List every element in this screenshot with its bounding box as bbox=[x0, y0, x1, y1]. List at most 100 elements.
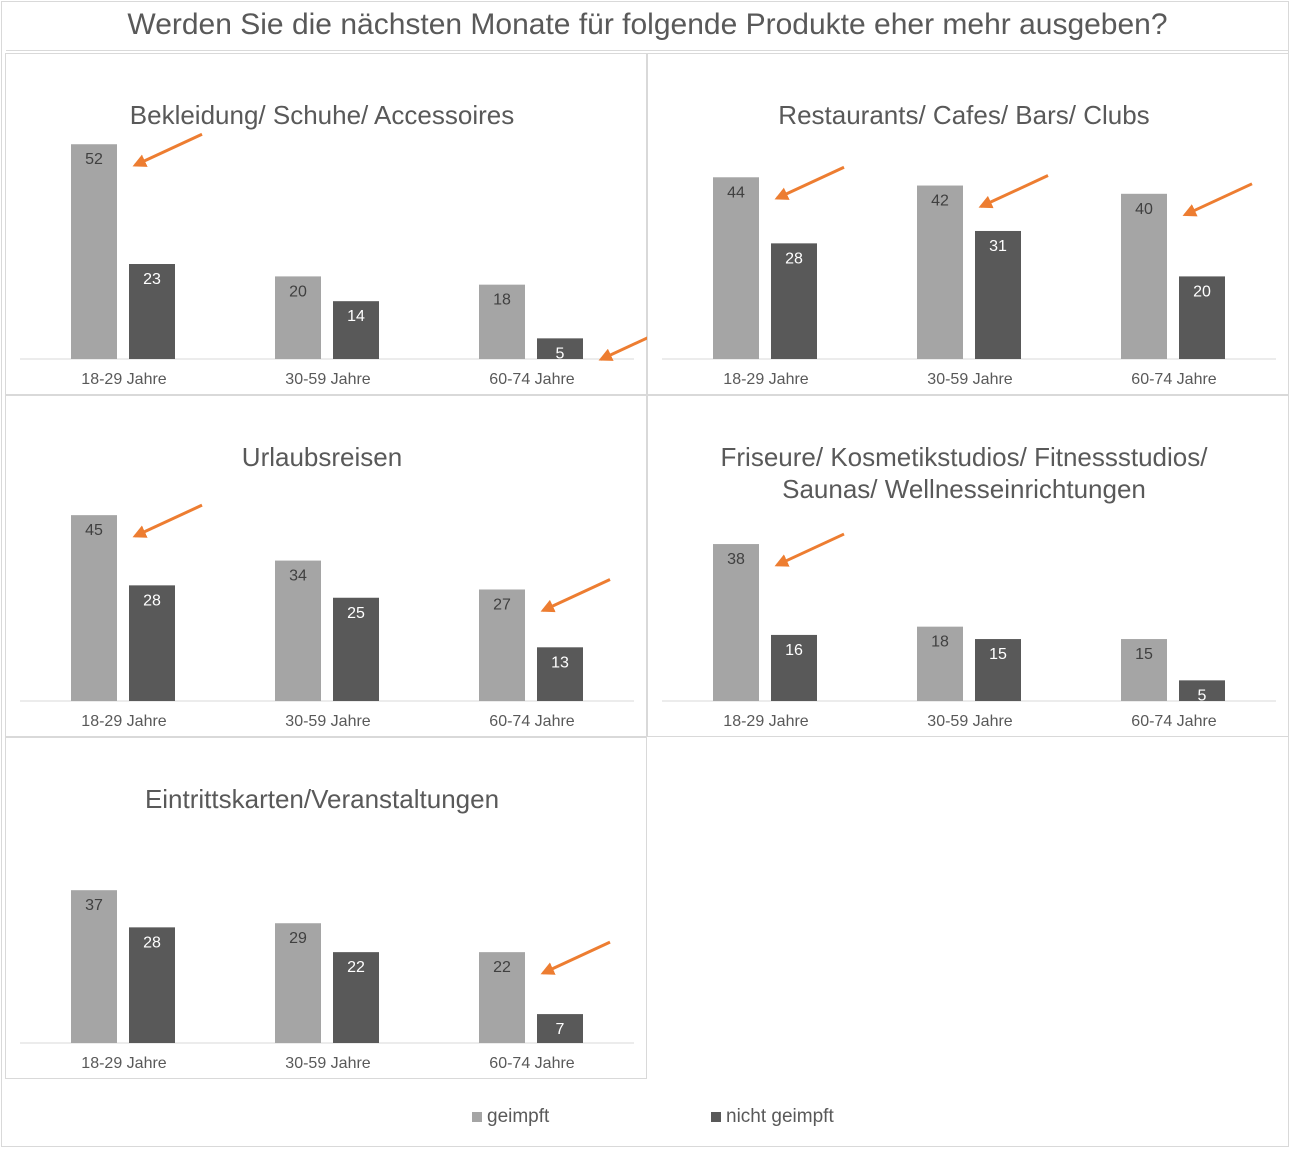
bar-geimpft-60-74-jahre bbox=[479, 284, 525, 359]
x-tick-label: 18-29 Jahre bbox=[723, 713, 808, 730]
data-label: 37 bbox=[85, 897, 103, 914]
x-tick-label: 60-74 Jahre bbox=[1131, 713, 1216, 730]
x-tick-label: 18-29 Jahre bbox=[81, 1055, 166, 1072]
x-tick-label: 60-74 Jahre bbox=[489, 713, 574, 730]
x-tick-label: 60-74 Jahre bbox=[489, 371, 574, 388]
bar-geimpft-18-29-jahre bbox=[713, 177, 759, 359]
chart-svg: Bekleidung/ Schuhe/ Accessoires 18-29 Jah… bbox=[20, 100, 648, 388]
chart-title: Eintrittskarten/Veranstaltungen bbox=[145, 784, 499, 814]
legend-label-nicht-geimpft: nicht geimpft bbox=[726, 1106, 834, 1127]
x-tick-label: 30-59 Jahre bbox=[285, 713, 370, 730]
data-label: 31 bbox=[989, 238, 1007, 255]
x-tick-label: 60-74 Jahre bbox=[489, 1055, 574, 1072]
bar-nicht-geimpft-30-59-jahre bbox=[333, 301, 379, 359]
x-tick-label: 18-29 Jahre bbox=[81, 371, 166, 388]
data-label: 15 bbox=[1135, 646, 1153, 663]
bar-geimpft-60-74-jahre bbox=[1121, 639, 1167, 701]
highlight-arrow bbox=[132, 132, 203, 167]
data-label: 23 bbox=[143, 271, 161, 288]
highlight-arrow bbox=[540, 940, 611, 975]
data-label: 42 bbox=[931, 193, 949, 210]
highlight-arrow bbox=[774, 165, 845, 200]
legend-label-geimpft: geimpft bbox=[487, 1106, 550, 1127]
data-label: 20 bbox=[1193, 283, 1211, 300]
chart-panel-restaurants: Restaurants/ Cafes/ Bars/ Clubs 18-29 Jah… bbox=[647, 53, 1289, 395]
legend-item-geimpft: geimpft bbox=[472, 1106, 549, 1128]
data-label: 5 bbox=[556, 345, 565, 362]
chart-svg: Eintrittskarten/Veranstaltungen 18-29 Jah… bbox=[20, 784, 634, 1072]
highlight-arrow bbox=[978, 174, 1049, 209]
legend-item-nicht-geimpft: nicht geimpft bbox=[711, 1106, 834, 1128]
data-label: 22 bbox=[493, 959, 511, 976]
bar-nicht-geimpft-30-59-jahre bbox=[975, 639, 1021, 701]
data-label: 20 bbox=[289, 283, 307, 300]
bar-geimpft-18-29-jahre bbox=[71, 144, 117, 359]
chart-title: Saunas/ Wellnesseinrichtungen bbox=[782, 474, 1146, 504]
chart-panel-friseure: Friseure/ Kosmetikstudios/ Fitnessstudio… bbox=[647, 395, 1289, 737]
data-label: 16 bbox=[785, 642, 803, 659]
highlight-arrow bbox=[1182, 182, 1253, 217]
chart-svg: Restaurants/ Cafes/ Bars/ Clubs 18-29 Jah… bbox=[662, 100, 1276, 388]
bar-nicht-geimpft-60-74-jahre bbox=[537, 1014, 583, 1043]
data-label: 28 bbox=[785, 250, 803, 267]
x-tick-label: 30-59 Jahre bbox=[927, 371, 1012, 388]
bar-nicht-geimpft-18-29-jahre bbox=[129, 585, 175, 701]
data-label: 29 bbox=[289, 930, 307, 947]
x-tick-label: 30-59 Jahre bbox=[927, 713, 1012, 730]
bar-geimpft-30-59-jahre bbox=[275, 923, 321, 1043]
chart-title: Restaurants/ Cafes/ Bars/ Clubs bbox=[778, 100, 1149, 130]
legend-swatch-nicht-geimpft bbox=[711, 1112, 721, 1122]
highlight-arrow bbox=[774, 532, 845, 567]
data-label: 28 bbox=[143, 592, 161, 609]
x-tick-label: 30-59 Jahre bbox=[285, 371, 370, 388]
bar-geimpft-30-59-jahre bbox=[917, 626, 963, 701]
data-label: 25 bbox=[347, 605, 365, 622]
highlight-arrow bbox=[540, 578, 611, 613]
data-label: 27 bbox=[493, 596, 511, 613]
x-tick-label: 60-74 Jahre bbox=[1131, 371, 1216, 388]
x-tick-label: 18-29 Jahre bbox=[81, 713, 166, 730]
bar-geimpft-18-29-jahre bbox=[71, 890, 117, 1043]
chart-panel-urlaubsreisen: Urlaubsreisen 18-29 Jahre 45 28 30-59 Jahre 3… bbox=[5, 395, 647, 737]
bar-nicht-geimpft-60-74-jahre bbox=[537, 338, 583, 359]
chart-title: Friseure/ Kosmetikstudios/ Fitnessstudio… bbox=[721, 442, 1209, 472]
data-label: 45 bbox=[85, 522, 103, 539]
bar-geimpft-18-29-jahre bbox=[71, 515, 117, 701]
bar-nicht-geimpft-30-59-jahre bbox=[975, 230, 1021, 359]
chart-title: Bekleidung/ Schuhe/ Accessoires bbox=[130, 100, 514, 130]
bar-nicht-geimpft-30-59-jahre bbox=[333, 952, 379, 1043]
data-label: 14 bbox=[347, 308, 365, 325]
data-label: 22 bbox=[347, 959, 365, 976]
chart-panel-bekleidung: Bekleidung/ Schuhe/ Accessoires 18-29 Jah… bbox=[5, 53, 648, 395]
data-label: 52 bbox=[85, 151, 103, 168]
main-title: Werden Sie die nächsten Monate für folge… bbox=[127, 8, 1168, 41]
data-label: 18 bbox=[931, 634, 949, 651]
chart-panel-eintrittskarten: Eintrittskarten/Veranstaltungen 18-29 Jah… bbox=[5, 737, 647, 1079]
x-tick-label: 18-29 Jahre bbox=[723, 371, 808, 388]
bar-nicht-geimpft-60-74-jahre bbox=[1179, 680, 1225, 701]
bar-geimpft-60-74-jahre bbox=[479, 952, 525, 1043]
bar-nicht-geimpft-18-29-jahre bbox=[771, 243, 817, 359]
data-label: 34 bbox=[289, 568, 307, 585]
bar-nicht-geimpft-60-74-jahre bbox=[1179, 276, 1225, 359]
data-label: 5 bbox=[1198, 687, 1207, 704]
x-tick-label: 30-59 Jahre bbox=[285, 1055, 370, 1072]
legend-swatch-geimpft bbox=[472, 1112, 482, 1122]
bar-nicht-geimpft-30-59-jahre bbox=[333, 597, 379, 701]
bar-geimpft-30-59-jahre bbox=[917, 185, 963, 359]
highlight-arrow bbox=[132, 503, 203, 538]
bar-nicht-geimpft-60-74-jahre bbox=[537, 647, 583, 701]
chart-title: Urlaubsreisen bbox=[242, 442, 402, 472]
chart-svg: Urlaubsreisen 18-29 Jahre 45 28 30-59 Jahre 3… bbox=[20, 442, 634, 730]
data-label: 28 bbox=[143, 934, 161, 951]
bar-nicht-geimpft-18-29-jahre bbox=[771, 634, 817, 701]
data-label: 40 bbox=[1135, 201, 1153, 218]
data-label: 44 bbox=[727, 184, 745, 201]
data-label: 13 bbox=[551, 654, 569, 671]
bar-geimpft-30-59-jahre bbox=[275, 560, 321, 701]
bar-nicht-geimpft-18-29-jahre bbox=[129, 264, 175, 359]
bar-geimpft-30-59-jahre bbox=[275, 276, 321, 359]
data-label: 38 bbox=[727, 551, 745, 568]
bar-nicht-geimpft-18-29-jahre bbox=[129, 927, 175, 1043]
chart-svg: Friseure/ Kosmetikstudios/ Fitnessstudio… bbox=[662, 442, 1276, 730]
